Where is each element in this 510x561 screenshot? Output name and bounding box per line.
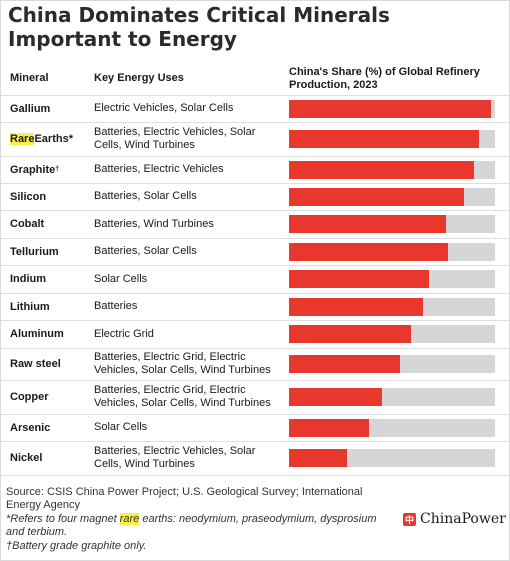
mineral-label: Aluminum <box>10 328 64 340</box>
energy-uses: Batteries, Electric Vehicles <box>94 163 224 175</box>
energy-uses: Batteries, Electric Vehicles, Solar Cell… <box>94 445 256 470</box>
row-divider <box>1 238 509 239</box>
energy-uses: Batteries <box>94 300 138 312</box>
highlighted-term: Rare <box>10 133 35 145</box>
source-note: Source: CSIS China Power Project; U.S. G… <box>6 486 363 511</box>
table-row: Aluminum Electric Grid <box>1 320 509 348</box>
table-row: Arsenic Solar Cells <box>1 414 509 441</box>
energy-uses: Batteries, Solar Cells <box>94 245 197 257</box>
table-row: Copper Batteries, Electric Grid, Electric… <box>1 380 509 414</box>
row-divider <box>1 183 509 184</box>
bar-track <box>289 130 495 148</box>
energy-uses: Batteries, Electric Grid, Electric Vehic… <box>94 351 271 376</box>
row-divider <box>1 122 509 123</box>
bar-tellurium <box>289 243 448 261</box>
table-row: Cobalt Batteries, Wind Turbines <box>1 210 509 238</box>
table-row: Graphite † Batteries, Electric Vehicles <box>1 156 509 183</box>
bar-track <box>289 419 495 437</box>
mineral-label: Arsenic <box>10 421 51 434</box>
bar-nickel <box>289 449 347 467</box>
mineral-label: Silicon <box>10 190 47 203</box>
mineral-label: Rare Earths* <box>10 133 73 145</box>
mineral-label: Gallium <box>10 102 51 115</box>
mineral-label: Graphite † <box>10 163 60 176</box>
bar-track <box>289 298 495 316</box>
row-divider <box>1 265 509 266</box>
row-divider <box>1 380 509 381</box>
bar-track <box>289 100 495 118</box>
table-row: Raw steel Batteries, Electric Grid, Elect… <box>1 348 509 380</box>
bar-aluminum <box>289 325 411 343</box>
bar-track <box>289 449 495 467</box>
bar-cobalt <box>289 215 446 233</box>
logo-text: ChinaPower <box>420 511 506 527</box>
bar-track <box>289 215 495 233</box>
energy-uses: Batteries, Solar Cells <box>94 190 197 202</box>
footnotes: Source: CSIS China Power Project; U.S. G… <box>6 486 396 554</box>
bar-track <box>289 355 495 373</box>
table-row: Lithium Batteries <box>1 293 509 320</box>
chinapower-logo: 中 ChinaPower <box>403 511 506 527</box>
mineral-label: Lithium <box>10 300 50 313</box>
mineral-label: Indium <box>10 273 47 285</box>
chinapower-mark-icon: 中 <box>403 512 416 526</box>
table-row: Gallium Electric Vehicles, Solar Cells <box>1 95 509 122</box>
bar-rare-earths <box>289 130 479 148</box>
bar-graphite <box>289 161 475 179</box>
bar-track <box>289 188 495 206</box>
bar-copper <box>289 388 382 406</box>
mineral-label: Tellurium <box>10 245 59 258</box>
highlighted-term: rare <box>119 513 140 525</box>
bar-lithium <box>289 298 423 316</box>
energy-uses: Electric Grid <box>94 327 154 340</box>
graphite-note: †Battery grade graphite only. <box>6 540 147 552</box>
energy-uses: Batteries, Electric Grid, Electric Vehic… <box>94 384 271 409</box>
table-row: Rare Earths* Batteries, Electric Vehicles… <box>1 122 509 156</box>
bar-indium <box>289 270 430 288</box>
row-divider <box>1 414 509 415</box>
bar-gallium <box>289 100 491 118</box>
row-divider <box>1 348 509 349</box>
table-row: Silicon Batteries, Solar Cells <box>1 183 509 210</box>
bar-track <box>289 325 495 343</box>
row-divider <box>1 441 509 442</box>
table-row: Tellurium Batteries, Solar Cells <box>1 238 509 265</box>
mineral-label: Cobalt <box>10 218 45 230</box>
bar-track <box>289 388 495 406</box>
energy-uses: Batteries, Wind Turbines <box>94 217 214 230</box>
bar-track <box>289 161 495 179</box>
mineral-label: Nickel <box>10 452 43 464</box>
bar-arsenic <box>289 419 370 437</box>
row-divider <box>1 210 509 211</box>
energy-uses: Solar Cells <box>94 272 148 285</box>
column-header-uses: Key Energy Uses <box>94 72 184 84</box>
energy-uses: Electric Vehicles, Solar Cells <box>94 102 234 114</box>
row-divider <box>1 95 509 96</box>
table-row: Nickel Batteries, Electric Vehicles, Sola… <box>1 441 509 475</box>
table-row: Indium Solar Cells <box>1 265 509 293</box>
rare-earths-note: *Refers to four magnet rare earths: neod… <box>6 513 377 538</box>
bar-track <box>289 243 495 261</box>
bar-track <box>289 270 495 288</box>
row-divider <box>1 320 509 321</box>
energy-uses: Solar Cells <box>94 421 148 433</box>
mineral-label: Raw steel <box>10 358 61 370</box>
row-divider <box>1 293 509 294</box>
row-divider <box>1 156 509 157</box>
chart-title: China Dominates Critical Minerals Import… <box>8 3 390 51</box>
bar-raw-steel <box>289 355 401 373</box>
mineral-label: Copper <box>10 391 49 403</box>
column-header-mineral: Mineral <box>10 72 49 84</box>
row-divider <box>1 475 509 476</box>
energy-uses: Batteries, Electric Vehicles, Solar Cell… <box>94 126 256 151</box>
bar-silicon <box>289 188 465 206</box>
column-header-share: China's Share (%) of Global Refinery Pro… <box>289 66 480 91</box>
